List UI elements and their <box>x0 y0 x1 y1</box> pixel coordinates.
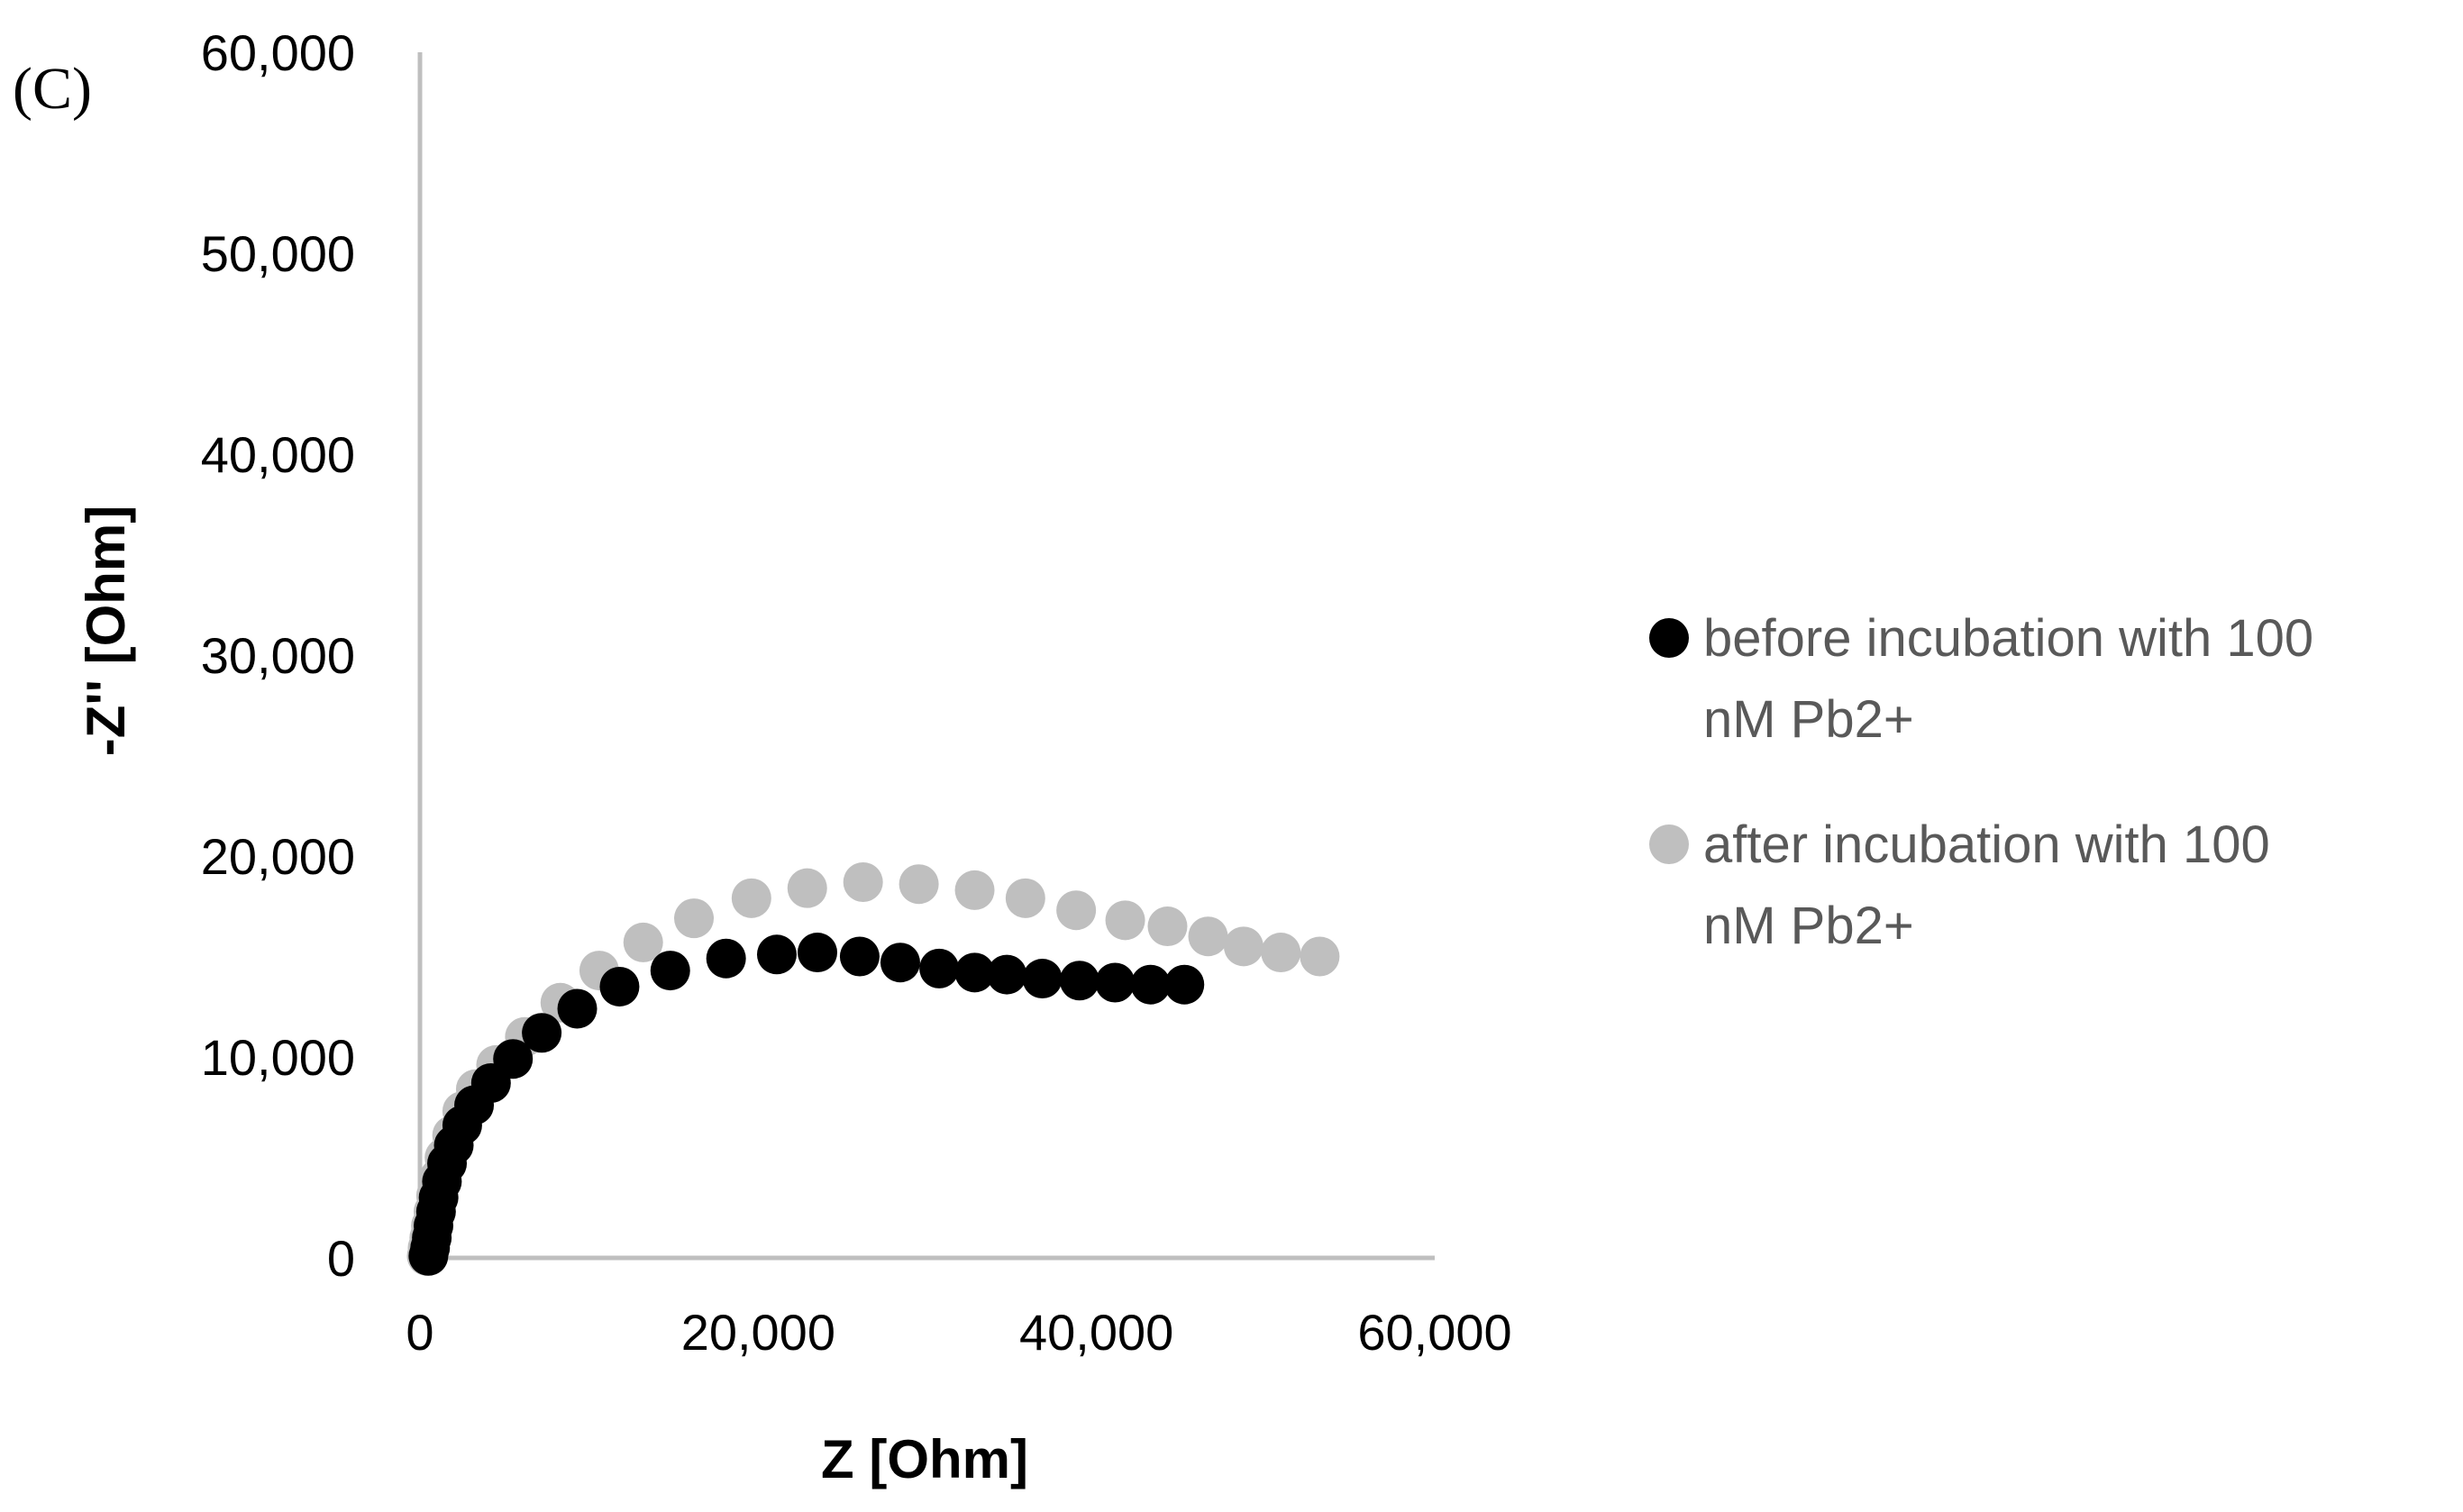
data-point <box>880 943 920 983</box>
data-point <box>954 952 995 993</box>
x-tick-label: 60,000 <box>1357 1304 1511 1361</box>
legend-label-line: after incubation with 100 <box>1703 815 2270 874</box>
x-tick-label: 40,000 <box>1019 1304 1173 1361</box>
data-point <box>731 878 771 918</box>
data-point <box>919 948 960 988</box>
legend-label-line: nM Pb2+ <box>1703 690 1914 749</box>
data-point <box>522 1013 562 1053</box>
data-point <box>1147 906 1188 947</box>
data-point <box>1005 878 1045 918</box>
data-point <box>987 954 1027 995</box>
data-point <box>557 988 598 1029</box>
y-tick-label: 20,000 <box>201 828 355 885</box>
data-point <box>1188 916 1228 957</box>
legend-entry-after: after incubation with 100 nM Pb2+ <box>1649 815 2270 955</box>
series-before <box>408 933 1205 1276</box>
data-point <box>839 936 880 977</box>
data-point <box>650 951 690 991</box>
series-after <box>406 861 1340 1276</box>
legend-label-line: nM Pb2+ <box>1703 897 1914 955</box>
data-point <box>1130 964 1171 1005</box>
data-point <box>1095 962 1136 1003</box>
data-point <box>843 861 883 902</box>
y-tick-label: 10,000 <box>201 1029 355 1086</box>
y-tick-label: 60,000 <box>201 24 355 81</box>
data-point <box>1059 961 1099 1001</box>
x-tick-labels: 0 20,000 40,000 60,000 <box>406 1304 1511 1361</box>
x-tick-label: 20,000 <box>681 1304 835 1361</box>
data-point <box>493 1039 534 1079</box>
data-point <box>1300 936 1340 977</box>
data-point <box>1056 890 1097 931</box>
y-tick-label: 0 <box>327 1230 355 1287</box>
data-point <box>674 898 715 939</box>
data-point <box>1261 933 1301 973</box>
data-point <box>1164 964 1205 1005</box>
data-point <box>599 966 640 1006</box>
data-point <box>899 864 939 905</box>
y-axis-title: -Z'' [Ohm] <box>76 506 136 756</box>
data-point <box>787 868 827 908</box>
y-tick-label: 40,000 <box>201 426 355 483</box>
data-point <box>623 922 663 962</box>
y-tick-labels: 0 10,000 20,000 30,000 40,000 50,000 60,000 <box>201 24 355 1287</box>
x-tick-label: 0 <box>406 1304 433 1361</box>
data-point <box>756 934 797 975</box>
data-point <box>1105 900 1145 941</box>
series-layer <box>406 861 1340 1276</box>
data-point <box>1223 926 1263 967</box>
y-tick-label: 50,000 <box>201 225 355 282</box>
legend-marker <box>1649 824 1689 864</box>
y-tick-label: 30,000 <box>201 627 355 684</box>
legend-label-line: before incubation with 100 <box>1703 609 2313 668</box>
legend-marker <box>1649 618 1689 658</box>
data-point <box>1022 959 1063 999</box>
x-axis-title: Z [Ohm] <box>821 1429 1028 1489</box>
data-point <box>954 870 995 910</box>
data-point <box>798 933 838 973</box>
plot-area: 0 10,000 20,000 30,000 40,000 50,000 60,000 0 2… <box>201 24 1512 1361</box>
legend-entry-before: before incubation with 100 nM Pb2+ <box>1649 609 2313 749</box>
panel-label: (C) <box>13 56 92 122</box>
data-point <box>706 938 746 979</box>
